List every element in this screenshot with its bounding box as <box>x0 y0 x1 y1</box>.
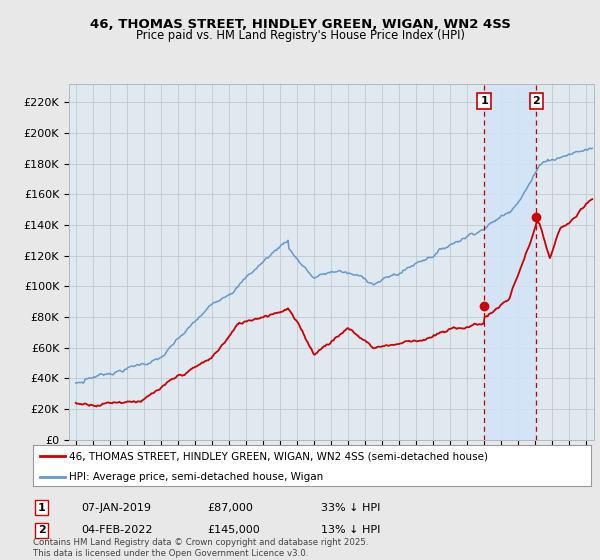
Bar <box>484 84 536 440</box>
Text: 13% ↓ HPI: 13% ↓ HPI <box>321 525 380 535</box>
Text: Contains HM Land Registry data © Crown copyright and database right 2025.
This d: Contains HM Land Registry data © Crown c… <box>33 538 368 558</box>
Text: Price paid vs. HM Land Registry's House Price Index (HPI): Price paid vs. HM Land Registry's House … <box>136 29 464 42</box>
Text: 2: 2 <box>38 525 46 535</box>
Text: 1: 1 <box>480 96 488 106</box>
Text: 04-FEB-2022: 04-FEB-2022 <box>81 525 152 535</box>
Text: £145,000: £145,000 <box>207 525 260 535</box>
Text: 2: 2 <box>532 96 540 106</box>
Text: 46, THOMAS STREET, HINDLEY GREEN, WIGAN, WN2 4SS (semi-detached house): 46, THOMAS STREET, HINDLEY GREEN, WIGAN,… <box>69 451 488 461</box>
Text: 33% ↓ HPI: 33% ↓ HPI <box>321 503 380 513</box>
Text: £87,000: £87,000 <box>207 503 253 513</box>
Text: HPI: Average price, semi-detached house, Wigan: HPI: Average price, semi-detached house,… <box>69 472 323 482</box>
Text: 1: 1 <box>38 503 46 513</box>
Text: 07-JAN-2019: 07-JAN-2019 <box>81 503 151 513</box>
Text: 46, THOMAS STREET, HINDLEY GREEN, WIGAN, WN2 4SS: 46, THOMAS STREET, HINDLEY GREEN, WIGAN,… <box>89 18 511 31</box>
